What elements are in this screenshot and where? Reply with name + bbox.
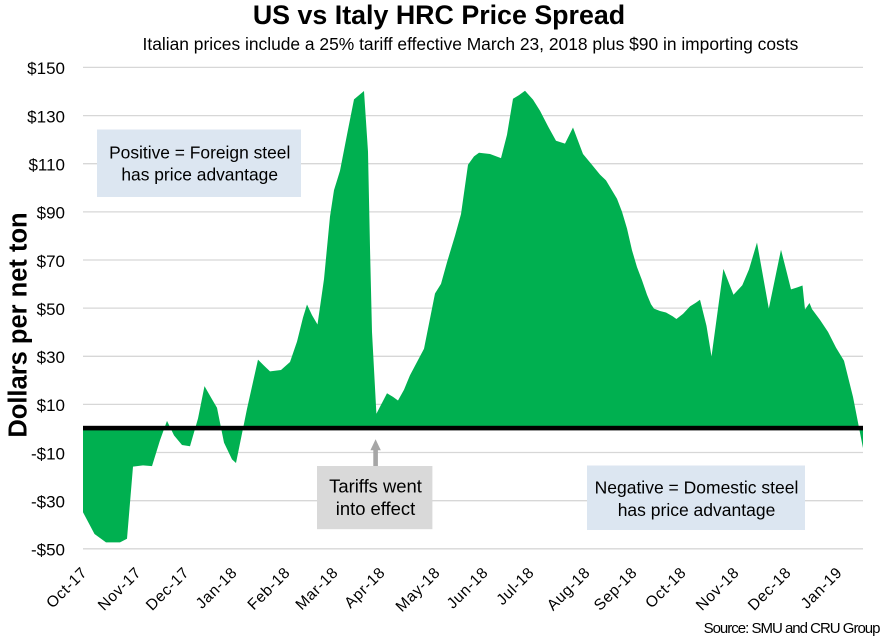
- svg-text:has price advantage: has price advantage: [618, 500, 776, 520]
- svg-text:has price advantage: has price advantage: [121, 165, 278, 185]
- svg-text:Tariffs went: Tariffs went: [329, 476, 422, 497]
- svg-text:Italian prices include a 25% t: Italian prices include a 25% tariff effe…: [143, 34, 799, 54]
- svg-text:$70: $70: [37, 252, 65, 271]
- svg-text:Positive = Foreign steel: Positive = Foreign steel: [109, 142, 290, 162]
- svg-text:$110: $110: [28, 156, 65, 175]
- svg-text:into effect: into effect: [336, 498, 415, 519]
- svg-text:-$30: -$30: [31, 493, 65, 512]
- svg-text:Source: SMU and CRU Group: Source: SMU and CRU Group: [704, 620, 881, 637]
- svg-text:$50: $50: [37, 300, 65, 319]
- svg-text:$10: $10: [37, 396, 65, 415]
- svg-text:$130: $130: [27, 107, 65, 126]
- svg-text:US vs Italy HRC Price Spread: US vs Italy HRC Price Spread: [253, 0, 625, 30]
- svg-text:Dollars per net ton: Dollars per net ton: [5, 212, 33, 437]
- svg-text:Negative = Domestic steel: Negative = Domestic steel: [595, 478, 799, 498]
- svg-text:$90: $90: [37, 204, 65, 223]
- svg-text:$150: $150: [27, 59, 65, 78]
- svg-text:-$50: -$50: [31, 541, 65, 560]
- svg-text:$30: $30: [37, 348, 65, 367]
- svg-text:-$10: -$10: [31, 444, 65, 463]
